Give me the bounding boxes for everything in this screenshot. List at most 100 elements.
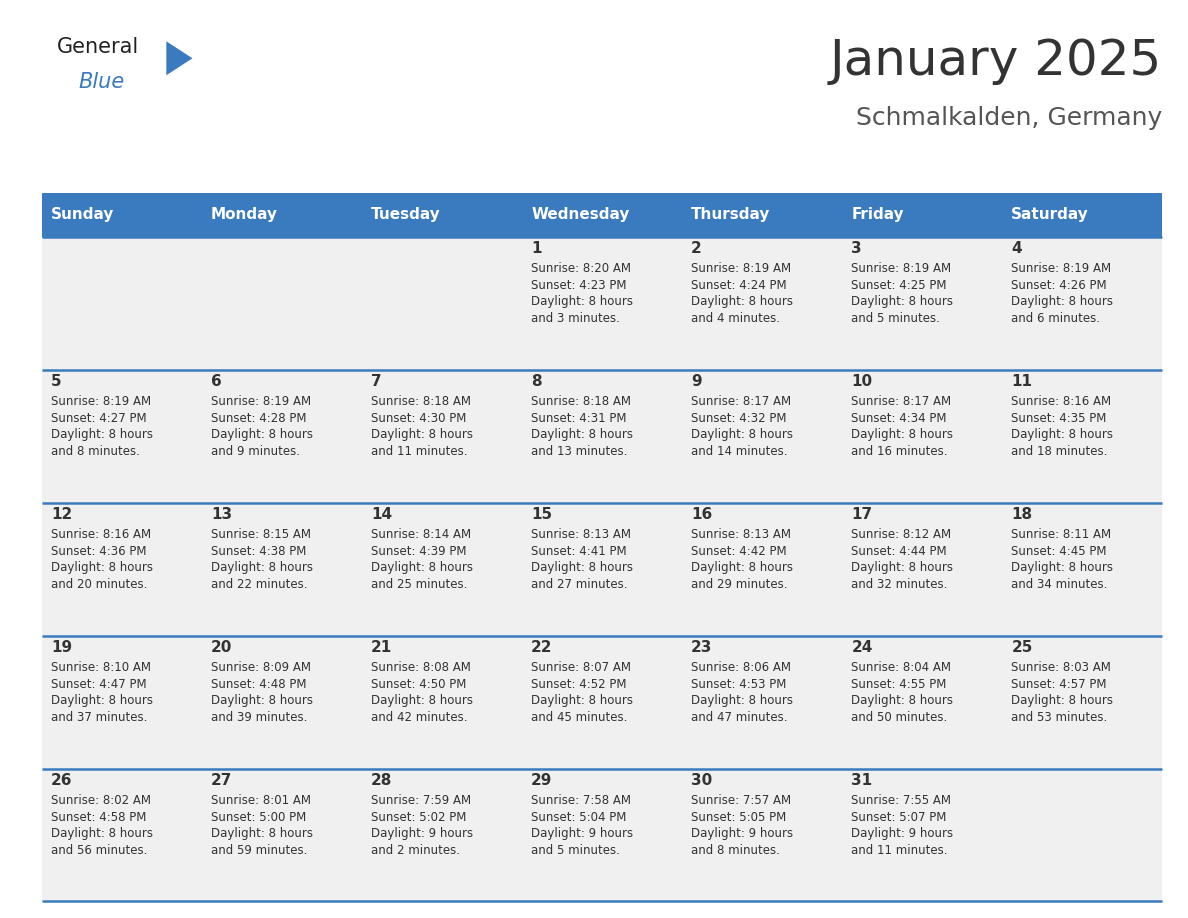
Bar [361,768,522,901]
Bar [522,635,682,768]
Text: Sunrise: 8:02 AM
Sunset: 4:58 PM
Daylight: 8 hours
and 56 minutes.: Sunrise: 8:02 AM Sunset: 4:58 PM Dayligh… [51,794,153,856]
Text: Sunrise: 8:07 AM
Sunset: 4:52 PM
Daylight: 8 hours
and 45 minutes.: Sunrise: 8:07 AM Sunset: 4:52 PM Dayligh… [531,661,633,723]
Text: Sunrise: 8:17 AM
Sunset: 4:34 PM
Daylight: 8 hours
and 16 minutes.: Sunrise: 8:17 AM Sunset: 4:34 PM Dayligh… [852,396,953,458]
Text: Sunrise: 8:13 AM
Sunset: 4:42 PM
Daylight: 8 hours
and 29 minutes.: Sunrise: 8:13 AM Sunset: 4:42 PM Dayligh… [691,529,794,591]
Text: Thursday: Thursday [691,207,771,222]
Text: Blue: Blue [78,72,125,92]
Text: 2: 2 [691,241,702,256]
Bar [522,193,682,237]
Text: Sunrise: 8:18 AM
Sunset: 4:30 PM
Daylight: 8 hours
and 11 minutes.: Sunrise: 8:18 AM Sunset: 4:30 PM Dayligh… [371,396,473,458]
Text: Schmalkalden, Germany: Schmalkalden, Germany [855,106,1162,129]
Text: Friday: Friday [852,207,904,222]
Text: 23: 23 [691,640,713,655]
Text: Sunrise: 8:08 AM
Sunset: 4:50 PM
Daylight: 8 hours
and 42 minutes.: Sunrise: 8:08 AM Sunset: 4:50 PM Dayligh… [371,661,473,723]
Text: 7: 7 [371,375,381,389]
Text: 26: 26 [51,773,72,789]
Bar [1001,193,1162,237]
Bar [361,503,522,635]
Bar [1001,370,1162,503]
Bar [682,370,842,503]
Bar [522,237,682,370]
Bar [42,635,202,768]
Bar [682,768,842,901]
Bar [202,635,361,768]
Text: Sunday: Sunday [51,207,114,222]
Text: 4: 4 [1011,241,1022,256]
Bar [842,503,1001,635]
Text: Sunrise: 8:19 AM
Sunset: 4:26 PM
Daylight: 8 hours
and 6 minutes.: Sunrise: 8:19 AM Sunset: 4:26 PM Dayligh… [1011,263,1113,325]
Text: Sunrise: 8:17 AM
Sunset: 4:32 PM
Daylight: 8 hours
and 14 minutes.: Sunrise: 8:17 AM Sunset: 4:32 PM Dayligh… [691,396,794,458]
Text: 14: 14 [371,508,392,522]
Text: Sunrise: 8:16 AM
Sunset: 4:36 PM
Daylight: 8 hours
and 20 minutes.: Sunrise: 8:16 AM Sunset: 4:36 PM Dayligh… [51,529,153,591]
Text: Saturday: Saturday [1011,207,1089,222]
Bar [361,370,522,503]
Text: 1: 1 [531,241,542,256]
Bar [682,193,842,237]
Text: 20: 20 [211,640,233,655]
Text: Sunrise: 8:19 AM
Sunset: 4:25 PM
Daylight: 8 hours
and 5 minutes.: Sunrise: 8:19 AM Sunset: 4:25 PM Dayligh… [852,263,953,325]
Bar [1001,503,1162,635]
Text: 12: 12 [51,508,72,522]
Text: Sunrise: 8:11 AM
Sunset: 4:45 PM
Daylight: 8 hours
and 34 minutes.: Sunrise: 8:11 AM Sunset: 4:45 PM Dayligh… [1011,529,1113,591]
Text: Monday: Monday [211,207,278,222]
Bar [522,503,682,635]
Bar [42,193,202,237]
Bar [1001,635,1162,768]
Text: Sunrise: 8:03 AM
Sunset: 4:57 PM
Daylight: 8 hours
and 53 minutes.: Sunrise: 8:03 AM Sunset: 4:57 PM Dayligh… [1011,661,1113,723]
Text: Sunrise: 8:10 AM
Sunset: 4:47 PM
Daylight: 8 hours
and 37 minutes.: Sunrise: 8:10 AM Sunset: 4:47 PM Dayligh… [51,661,153,723]
Text: Sunrise: 8:13 AM
Sunset: 4:41 PM
Daylight: 8 hours
and 27 minutes.: Sunrise: 8:13 AM Sunset: 4:41 PM Dayligh… [531,529,633,591]
Text: Sunrise: 8:12 AM
Sunset: 4:44 PM
Daylight: 8 hours
and 32 minutes.: Sunrise: 8:12 AM Sunset: 4:44 PM Dayligh… [852,529,953,591]
Bar [42,503,202,635]
Bar [361,193,522,237]
Text: Sunrise: 7:55 AM
Sunset: 5:07 PM
Daylight: 9 hours
and 11 minutes.: Sunrise: 7:55 AM Sunset: 5:07 PM Dayligh… [852,794,954,856]
Text: 31: 31 [852,773,872,789]
Text: Sunrise: 7:57 AM
Sunset: 5:05 PM
Daylight: 9 hours
and 8 minutes.: Sunrise: 7:57 AM Sunset: 5:05 PM Dayligh… [691,794,794,856]
Text: 24: 24 [852,640,873,655]
Text: 16: 16 [691,508,713,522]
Text: 10: 10 [852,375,872,389]
Bar [842,768,1001,901]
Text: Sunrise: 8:14 AM
Sunset: 4:39 PM
Daylight: 8 hours
and 25 minutes.: Sunrise: 8:14 AM Sunset: 4:39 PM Dayligh… [371,529,473,591]
Text: 27: 27 [211,773,233,789]
Bar [522,768,682,901]
Bar [1001,237,1162,370]
Text: 25: 25 [1011,640,1032,655]
Polygon shape [166,41,192,75]
Text: Sunrise: 8:19 AM
Sunset: 4:27 PM
Daylight: 8 hours
and 8 minutes.: Sunrise: 8:19 AM Sunset: 4:27 PM Dayligh… [51,396,153,458]
Text: 30: 30 [691,773,713,789]
Text: Sunrise: 8:18 AM
Sunset: 4:31 PM
Daylight: 8 hours
and 13 minutes.: Sunrise: 8:18 AM Sunset: 4:31 PM Dayligh… [531,396,633,458]
Text: Sunrise: 8:06 AM
Sunset: 4:53 PM
Daylight: 8 hours
and 47 minutes.: Sunrise: 8:06 AM Sunset: 4:53 PM Dayligh… [691,661,794,723]
Bar [682,635,842,768]
Text: 22: 22 [531,640,552,655]
Text: Sunrise: 8:16 AM
Sunset: 4:35 PM
Daylight: 8 hours
and 18 minutes.: Sunrise: 8:16 AM Sunset: 4:35 PM Dayligh… [1011,396,1113,458]
Text: 3: 3 [852,241,862,256]
Text: Wednesday: Wednesday [531,207,630,222]
Bar [202,370,361,503]
Text: 17: 17 [852,508,872,522]
Bar [842,635,1001,768]
Text: 11: 11 [1011,375,1032,389]
Bar [202,193,361,237]
Text: 21: 21 [371,640,392,655]
Text: Sunrise: 8:20 AM
Sunset: 4:23 PM
Daylight: 8 hours
and 3 minutes.: Sunrise: 8:20 AM Sunset: 4:23 PM Dayligh… [531,263,633,325]
Bar [842,370,1001,503]
Bar [202,768,361,901]
Text: Sunrise: 8:01 AM
Sunset: 5:00 PM
Daylight: 8 hours
and 59 minutes.: Sunrise: 8:01 AM Sunset: 5:00 PM Dayligh… [211,794,314,856]
Bar [202,503,361,635]
Text: Sunrise: 7:59 AM
Sunset: 5:02 PM
Daylight: 9 hours
and 2 minutes.: Sunrise: 7:59 AM Sunset: 5:02 PM Dayligh… [371,794,473,856]
Text: 29: 29 [531,773,552,789]
Text: Sunrise: 7:58 AM
Sunset: 5:04 PM
Daylight: 9 hours
and 5 minutes.: Sunrise: 7:58 AM Sunset: 5:04 PM Dayligh… [531,794,633,856]
Text: Sunrise: 8:04 AM
Sunset: 4:55 PM
Daylight: 8 hours
and 50 minutes.: Sunrise: 8:04 AM Sunset: 4:55 PM Dayligh… [852,661,953,723]
Text: Sunrise: 8:09 AM
Sunset: 4:48 PM
Daylight: 8 hours
and 39 minutes.: Sunrise: 8:09 AM Sunset: 4:48 PM Dayligh… [211,661,314,723]
Bar [42,370,202,503]
Bar [202,237,361,370]
Text: 8: 8 [531,375,542,389]
Bar [682,503,842,635]
Text: 13: 13 [211,508,232,522]
Bar [42,237,202,370]
Bar [842,193,1001,237]
Text: Sunrise: 8:19 AM
Sunset: 4:28 PM
Daylight: 8 hours
and 9 minutes.: Sunrise: 8:19 AM Sunset: 4:28 PM Dayligh… [211,396,314,458]
Text: 15: 15 [531,508,552,522]
Text: Tuesday: Tuesday [371,207,441,222]
Text: 5: 5 [51,375,62,389]
